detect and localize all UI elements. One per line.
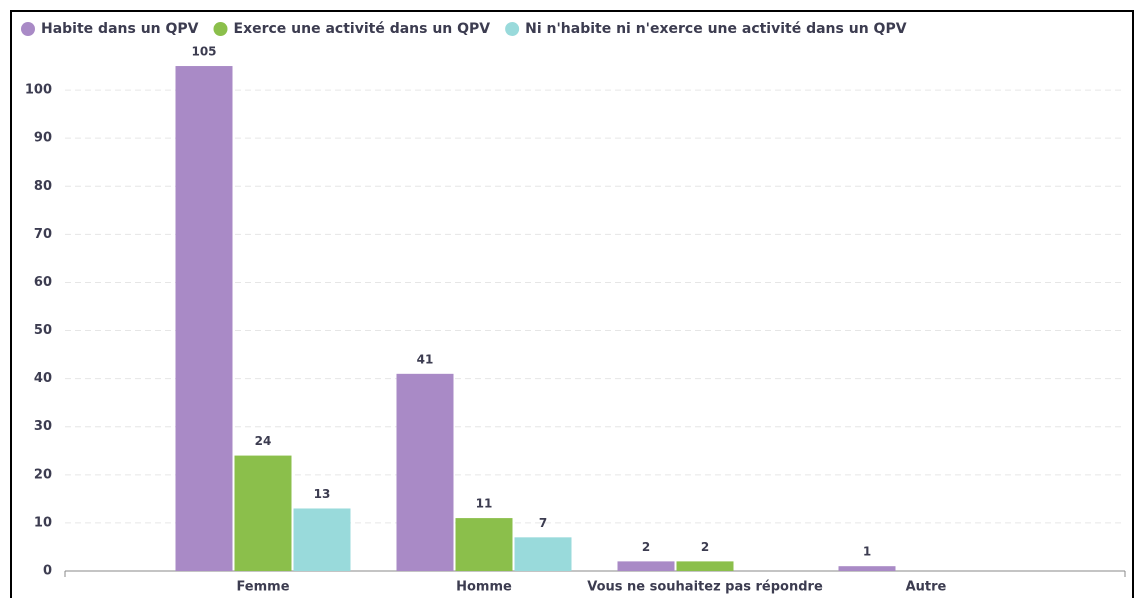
legend-label: Ni n'habite ni n'exerce une activité dan… [525, 21, 907, 37]
y-tick-label: 40 [34, 371, 52, 386]
x-tick-label: Autre [906, 580, 947, 595]
x-tick-label: Vous ne souhaitez pas répondre [587, 580, 823, 595]
value-label: 13 [314, 487, 331, 501]
y-tick-label: 0 [43, 564, 52, 579]
y-tick-label: 70 [34, 227, 52, 242]
value-label: 1 [863, 545, 871, 559]
value-label: 41 [417, 352, 434, 366]
legend-marker [21, 22, 35, 36]
legend-marker [505, 22, 520, 36]
y-tick-label: 50 [34, 323, 52, 338]
legend-marker [213, 22, 228, 36]
bar [455, 518, 513, 571]
x-tick-label: Femme [236, 580, 289, 595]
value-label: 2 [701, 540, 709, 554]
value-label: 105 [191, 45, 216, 59]
legend-label: Exerce une activité dans un QPV [234, 21, 491, 37]
bar [234, 455, 292, 571]
value-label: 7 [539, 516, 547, 530]
y-tick-label: 30 [34, 419, 52, 434]
y-tick-label: 90 [34, 131, 52, 146]
legend-label: Habite dans un QPV [41, 21, 199, 37]
bar [396, 373, 454, 571]
bar [838, 566, 896, 571]
frame [10, 10, 1134, 598]
y-tick-label: 20 [34, 467, 52, 482]
bar [676, 561, 734, 571]
y-tick-label: 10 [34, 515, 52, 530]
bar [514, 537, 572, 571]
value-label: 11 [476, 497, 493, 511]
bar [293, 508, 351, 571]
x-tick-label: Homme [456, 580, 512, 595]
y-tick-label: 60 [34, 275, 52, 290]
value-label: 24 [255, 434, 272, 448]
bar [617, 561, 675, 571]
y-tick-label: 100 [25, 83, 52, 98]
bar [175, 66, 233, 571]
value-label: 2 [642, 540, 650, 554]
y-tick-label: 80 [34, 179, 52, 194]
